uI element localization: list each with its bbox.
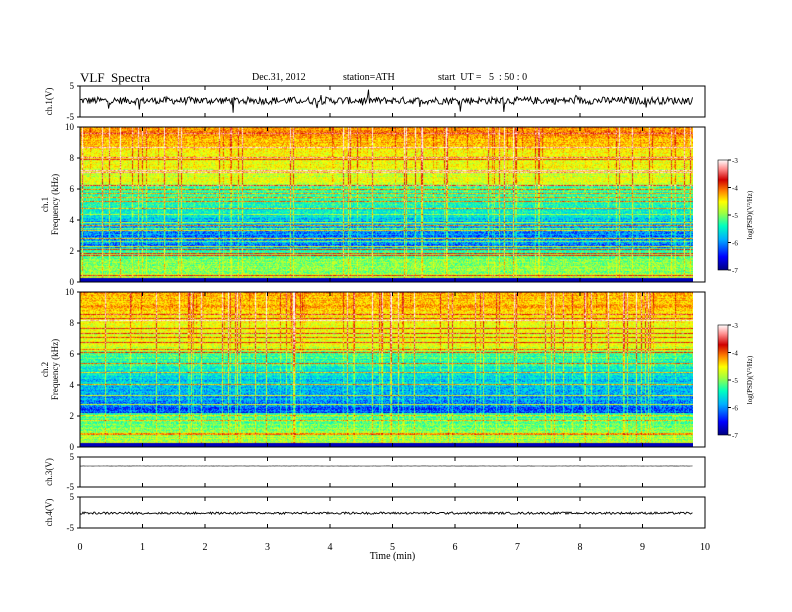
y-tick-label: -5 [67, 482, 75, 492]
colorbar-tick-label: -7 [732, 267, 738, 275]
y-tick-label: -5 [67, 112, 75, 122]
colorbar-tick-label: -4 [732, 185, 738, 193]
y-axis-label: ch.1(V) [44, 88, 54, 116]
x-tick-label: 0 [78, 542, 83, 553]
colorbar [717, 324, 729, 436]
channel-label: ch.1 [40, 197, 50, 212]
colorbar-tick-label: -3 [732, 157, 738, 165]
x-tick-label: 4 [328, 542, 333, 553]
x-tick-label: 7 [515, 542, 520, 553]
figure-title: VLF Spectra [80, 70, 151, 85]
x-tick-label: 8 [578, 542, 583, 553]
colorbar-tick-label: -3 [732, 322, 738, 330]
spectrogram-image [80, 127, 693, 282]
y-axis-label: ch.3(V) [44, 458, 54, 486]
y-tick-label: 10 [65, 287, 75, 297]
colorbar-tick-label: -5 [732, 212, 738, 220]
y-tick-label: 2 [70, 246, 75, 256]
colorbar-tick-label: -6 [732, 240, 738, 248]
colorbar-tick-label: -5 [732, 377, 738, 385]
y-tick-label: 0 [70, 442, 75, 452]
y-tick-label: 10 [65, 122, 75, 132]
colorbar-label: log(PSD)(V²/Hz) [746, 190, 754, 239]
signal-trace [79, 511, 693, 516]
x-tick-label: 5 [390, 542, 395, 553]
y-tick-label: 5 [70, 452, 75, 462]
x-tick-label: 1 [140, 542, 145, 553]
y-tick-label: 8 [70, 153, 75, 163]
y-tick-label: 2 [70, 411, 75, 421]
x-tick-label: 3 [265, 542, 270, 553]
y-axis-label: Frequency (kHz) [50, 174, 60, 235]
y-tick-label: 4 [70, 215, 75, 225]
x-tick-label: 6 [453, 542, 458, 553]
y-tick-label: 4 [70, 380, 75, 390]
x-tick-label: 2 [203, 542, 208, 553]
y-axis-label: ch.4(V) [44, 499, 54, 527]
y-tick-label: -5 [67, 523, 75, 533]
y-tick-label: 5 [70, 81, 75, 91]
spectrogram-image [80, 292, 693, 447]
start-time-label: start UT = 5 : 50 : 0 [438, 72, 528, 83]
colorbar-tick-label: -7 [732, 432, 738, 440]
colorbar-label: log(PSD)(V²/Hz) [746, 355, 754, 404]
station-label: station=ATH [343, 72, 395, 83]
x-axis-label: Time (min) [370, 551, 415, 562]
y-axis-label: Frequency (kHz) [50, 339, 60, 400]
y-tick-label: 6 [70, 349, 75, 359]
date-label: Dec.31, 2012 [252, 72, 306, 83]
x-tick-label: 9 [640, 542, 645, 553]
y-tick-label: 8 [70, 318, 75, 328]
colorbar-tick-label: -4 [732, 350, 738, 358]
channel-label: ch.2 [40, 362, 50, 377]
colorbar [717, 159, 729, 271]
colorbar-tick-label: -6 [732, 405, 738, 413]
y-tick-label: 0 [70, 277, 75, 287]
x-tick-label: 10 [700, 542, 710, 553]
panel-frame [79, 456, 706, 488]
signal-trace [79, 89, 693, 113]
y-tick-label: 6 [70, 184, 75, 194]
y-tick-label: 5 [70, 492, 75, 502]
